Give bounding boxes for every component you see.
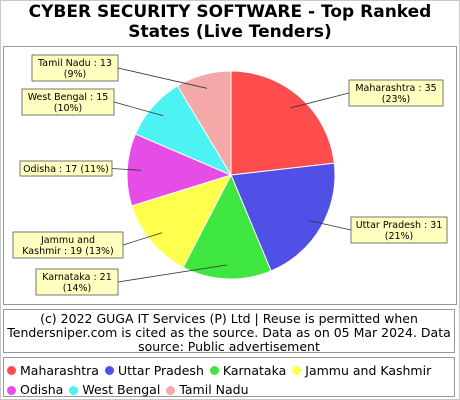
leader-line-karnataka bbox=[117, 264, 228, 283]
legend-swatch bbox=[104, 366, 114, 375]
slice-label-text: Maharashtra : 35 bbox=[355, 83, 436, 94]
legend-label: Jammu and Kashmir bbox=[305, 362, 432, 378]
chart-title: CYBER SECURITY SOFTWARE - Top Ranked Sta… bbox=[0, 2, 460, 42]
legend-item-tamil-nadu: Tamil Nadu bbox=[166, 381, 249, 399]
plot-panel: Maharashtra : 35 (23%) Uttar Pradesh : 31(… bbox=[3, 46, 457, 305]
legend-swatch bbox=[69, 385, 79, 395]
legend-item-odisha: Odisha bbox=[7, 381, 63, 399]
pie-slice-karnataka bbox=[182, 173, 272, 280]
legend-label: Karnataka bbox=[222, 362, 287, 378]
legend-swatch bbox=[292, 366, 302, 375]
pie-chart: Maharashtra : 35(23%)Uttar Pradesh : 31(… bbox=[12, 54, 448, 296]
legend-label: Uttar Pradesh bbox=[117, 362, 204, 378]
leader-line-tamil-nadu bbox=[117, 67, 208, 89]
slice-label-text: Jammu and bbox=[40, 235, 95, 246]
slice-label-text: Uttar Pradesh : 31 bbox=[356, 220, 443, 231]
pie-slice-tamil-nadu bbox=[176, 70, 232, 177]
pie-slice-jammu-and-kashmir bbox=[131, 174, 232, 268]
chart-title-line-1: CYBER SECURITY SOFTWARE - Top Ranked bbox=[28, 2, 432, 22]
slice-label-box bbox=[350, 216, 448, 244]
legend-item-uttar-pradesh: Uttar Pradesh bbox=[104, 362, 204, 380]
slice-label-odisha: Odisha : 17 (11%) bbox=[19, 160, 113, 177]
source-line-1: (c) 2022 GUGA IT Services (P) Ltd | Reus… bbox=[40, 311, 418, 326]
legend-label: Maharashtra bbox=[20, 362, 99, 378]
slice-label-text: Tamil Nadu : 13 bbox=[37, 58, 112, 69]
legend-swatch bbox=[209, 366, 219, 375]
leader-line-maharashtra bbox=[290, 92, 350, 109]
leader-line-odisha bbox=[111, 168, 142, 171]
legend-swatch bbox=[166, 385, 176, 395]
slice-label-percent: (23%) bbox=[382, 94, 411, 105]
source-note: (c) 2022 GUGA IT Services (P) Ltd | Reus… bbox=[3, 309, 455, 354]
slice-label-box bbox=[21, 88, 115, 116]
slice-label-uttar-pradesh: Uttar Pradesh : 31(21%) bbox=[350, 216, 448, 244]
legend-label: West Bengal bbox=[82, 382, 161, 397]
slice-label-box bbox=[31, 54, 119, 82]
legend-swatch bbox=[7, 385, 16, 395]
slice-label-percent: (14%) bbox=[63, 283, 92, 294]
pie-slice-maharashtra bbox=[230, 70, 335, 176]
slice-label-percent: Kashmir : 19 (13%) bbox=[22, 246, 114, 257]
slice-label-west-bengal: West Bengal : 15(10%) bbox=[21, 88, 115, 116]
source-line-3: source: Public advertisement bbox=[138, 339, 320, 354]
slice-label-percent: (10%) bbox=[54, 103, 83, 114]
legend-item-jammu-and-kashmir: Jammu and Kashmir bbox=[292, 362, 431, 380]
leader-line-west-bengal bbox=[113, 101, 164, 117]
chart-title-line-2: States (Live Tenders) bbox=[128, 22, 332, 42]
slice-label-box bbox=[12, 231, 124, 259]
slice-label-maharashtra: Maharashtra : 35(23%) bbox=[348, 79, 444, 107]
slice-label-box bbox=[35, 268, 119, 296]
chart-legend: Maharashtra Uttar Pradesh Karnataka Jammu a… bbox=[3, 357, 455, 397]
slice-label-karnataka: Karnataka : 21(14%) bbox=[35, 268, 119, 296]
slice-label-text: West Bengal : 15 bbox=[28, 92, 109, 103]
slice-label-box bbox=[19, 160, 113, 177]
leader-line-uttar-pradesh bbox=[308, 220, 352, 231]
legend-swatch bbox=[7, 366, 16, 375]
source-line-2: Tendersniper.com is cited as the source.… bbox=[7, 325, 451, 340]
legend-item-maharashtra: Maharashtra bbox=[7, 362, 99, 380]
slice-label-percent: (9%) bbox=[64, 69, 86, 80]
legend-item-west-bengal: West Bengal bbox=[69, 381, 160, 399]
slice-label-text: Karnataka : 21 bbox=[42, 272, 112, 283]
pie-slice-uttar-pradesh bbox=[230, 162, 336, 272]
slice-label-box bbox=[348, 79, 444, 107]
slice-label-percent: (21%) bbox=[385, 231, 414, 242]
slice-label-text: Odisha : 17 (11%) bbox=[23, 164, 109, 175]
slice-label-tamil-nadu: Tamil Nadu : 13(9%) bbox=[31, 54, 119, 82]
legend-label: Odisha bbox=[20, 382, 64, 397]
leader-line-jammu-and-kashmir bbox=[122, 232, 163, 246]
legend-label: Tamil Nadu bbox=[179, 382, 249, 397]
legend-item-karnataka: Karnataka bbox=[209, 362, 287, 380]
